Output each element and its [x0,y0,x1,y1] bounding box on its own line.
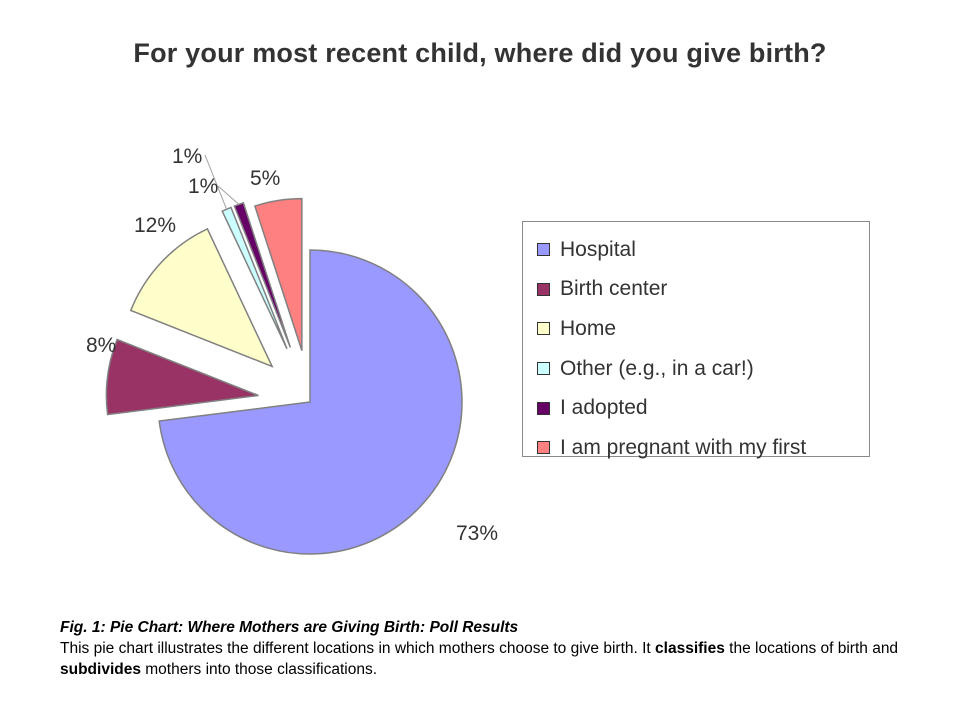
legend-item: I am pregnant with my first [537,428,869,468]
slice-label: 8% [86,334,116,357]
legend-label: Hospital [560,237,636,261]
slice-label: 1% [188,175,218,198]
pie-slices [105,197,463,555]
legend-item: Hospital [537,230,869,270]
slice-labels: 73% 8% 12% 1% 1% 5% [86,145,498,545]
legend-label: Birth center [560,277,668,301]
legend: Hospital Birth center Home Other (e.g., in … [522,221,870,459]
leader-line [204,154,228,210]
pie-slice-other-e-g-in-a-car [221,206,288,350]
legend-item: Birth center [537,270,869,310]
caption-text-3: mothers into those classifications. [140,661,378,678]
legend-swatch [537,322,550,336]
pie-slice-i-am-pregnant-with-my-first [253,197,303,351]
legend-label: I am pregnant with my first [560,435,807,459]
legend-item: Other (e.g., in a car!) [537,349,869,389]
legend-swatch [537,401,550,415]
slice-label: 73% [456,522,498,545]
legend-swatch [537,362,550,376]
caption-bold-classifies: classifies [655,640,725,657]
pie-slice-home [129,227,274,368]
leader-lines [204,154,240,210]
legend-item: I adopted [537,388,869,428]
leader-line [217,185,240,205]
legend-label: Home [560,316,617,340]
caption-bold-subdivides: subdivides [60,661,141,678]
legend-swatch [537,282,550,296]
slice-label: 12% [134,214,176,237]
figure-caption: Fig. 1: Pie Chart: Where Mothers are Giv… [60,617,920,680]
slice-label: 1% [172,145,202,168]
legend-label: I adopted [560,396,648,420]
pie-slice-hospital [158,249,463,555]
legend-swatch [537,243,550,257]
legend-swatch [537,441,550,455]
slice-label: 5% [250,167,280,190]
caption-text-1: This pie chart illustrates the different… [60,640,656,657]
legend-item: Home [537,309,869,349]
caption-body: This pie chart illustrates the different… [60,638,920,680]
pie-slice-birth-center [105,338,259,416]
legend-label: Other (e.g., in a car!) [560,356,754,380]
chart-title: For your most recent child, where did yo… [133,38,827,68]
caption-title: Fig. 1: Pie Chart: Where Mothers are Giv… [60,619,519,636]
caption-text-2: the locations of birth and [724,640,899,657]
